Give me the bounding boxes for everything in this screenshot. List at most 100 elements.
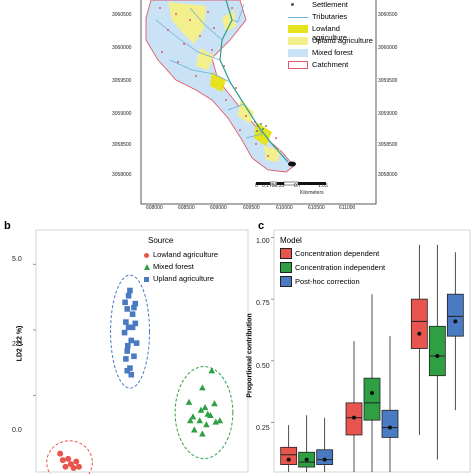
map-ytick-right: 3059500 [378, 78, 398, 84]
data-point [125, 292, 132, 299]
map-legend-label: Upland agriculture [312, 36, 373, 45]
data-point [187, 417, 194, 424]
panel-c-legend-title: Model [280, 236, 302, 245]
circle-marker-icon [144, 253, 149, 258]
map-xtick: 609500 [243, 205, 260, 211]
data-point [124, 342, 131, 349]
mean-point [453, 319, 458, 324]
data-point [59, 457, 66, 464]
mean-point [286, 457, 291, 462]
panel-c-legend-label: Post-hoc correction [295, 277, 360, 286]
map-ytick-right: 3058500 [378, 142, 398, 148]
panel-b-legend-label: Lowland agriculture [153, 250, 219, 259]
data-point [124, 367, 131, 374]
mean-point [322, 457, 327, 462]
map-legend-label: Settlement [312, 0, 348, 9]
data-point [132, 320, 139, 327]
panel-b-ytick: 2.5 [12, 341, 22, 348]
map-xtick: 608000 [146, 205, 163, 211]
box [381, 409, 399, 438]
panel-b-legend: Source Lowland agriculture Mixed forest … [140, 236, 260, 286]
data-point [70, 465, 77, 472]
map-ytick-left: 3060000 [112, 45, 132, 51]
mean-point [352, 415, 356, 420]
map-ytick-right: 3059000 [378, 111, 398, 117]
scale-unit: Kilometers [300, 190, 324, 196]
scale-label: 0 [255, 183, 258, 189]
panel-b-legend-label: Mixed forest [153, 262, 194, 271]
data-point [199, 384, 206, 391]
data-point [201, 404, 209, 411]
data-point [216, 417, 224, 424]
confidence-ellipse [110, 274, 150, 389]
map-panel: 3060500 3060000 3059500 3059000 3058500 … [0, 0, 474, 214]
box-swatch-icon [280, 262, 292, 273]
data-point [199, 430, 206, 437]
map-xtick: 608500 [178, 205, 195, 211]
panel-c-ytick: 0.25 [256, 425, 270, 432]
data-point [191, 426, 198, 433]
map-ytick-left: 3058000 [112, 172, 132, 178]
data-point [208, 367, 216, 374]
panel-c-boxplot [271, 229, 471, 473]
map-ytick-left: 3060500 [112, 12, 132, 18]
box-swatch-icon [280, 248, 292, 259]
data-point [207, 411, 214, 419]
data-point [124, 306, 131, 312]
settlement-legend-icon [291, 3, 294, 6]
tributary-legend-icon [288, 17, 308, 18]
map-ytick-left: 3059000 [112, 111, 132, 117]
mean-point [435, 353, 440, 358]
box [410, 298, 428, 349]
data-point [211, 400, 218, 407]
data-point [121, 329, 128, 336]
catchment-legend-swatch [288, 61, 308, 69]
data-point [189, 413, 197, 420]
panel-c-ytick: 1.00 [256, 238, 270, 245]
box [428, 325, 446, 377]
mean-point [304, 457, 309, 462]
data-point [203, 421, 210, 428]
data-point [123, 319, 129, 325]
scale-label: 0.1750.35 [262, 183, 285, 189]
data-point [131, 353, 137, 360]
panel-b-scatter [33, 229, 249, 474]
box [446, 293, 464, 337]
data-point [131, 304, 137, 311]
confidence-ellipse [174, 366, 234, 460]
scale-label: 1.05 [318, 183, 328, 189]
data-point [128, 371, 135, 378]
map-legend-label: Mixed forest [312, 48, 353, 57]
data-point [129, 324, 136, 331]
map-legend-label: Catchment [312, 60, 349, 69]
map-legend-label: Tributaries [312, 12, 348, 21]
data-point [75, 463, 82, 470]
data-point [197, 406, 205, 413]
scale-label: 0.7 [294, 183, 301, 189]
upland-legend-swatch [288, 37, 308, 45]
map-xtick: 611000 [339, 205, 356, 211]
panel-b-ytick: 0.0 [12, 427, 22, 434]
data-point [125, 324, 132, 331]
map-xtick: 609000 [210, 205, 227, 211]
data-point [62, 463, 69, 470]
mean-point [370, 390, 374, 395]
panel-c-ytick: 0.75 [256, 300, 270, 307]
map-legend-label: Lowland agriculture [312, 24, 348, 42]
panel-c-ytick: 0.50 [256, 363, 270, 370]
data-point [65, 455, 72, 462]
data-point [123, 356, 129, 362]
square-marker-icon [144, 277, 149, 282]
map-legend: Settlement Tributaries Lowland agricultu… [286, 0, 376, 70]
map-ytick-right: 3060500 [378, 12, 398, 18]
data-point [132, 300, 139, 307]
map-ytick-right: 3058000 [378, 172, 398, 178]
data-point [124, 348, 131, 354]
panel-b-label: b [4, 220, 11, 232]
panel-c-legend-label: Concentration dependent [295, 249, 380, 258]
box [316, 449, 334, 465]
panel-b-legend-title: Source [148, 236, 174, 245]
data-point [128, 337, 135, 344]
data-point [133, 340, 140, 346]
panel-c-label: c [258, 220, 265, 232]
